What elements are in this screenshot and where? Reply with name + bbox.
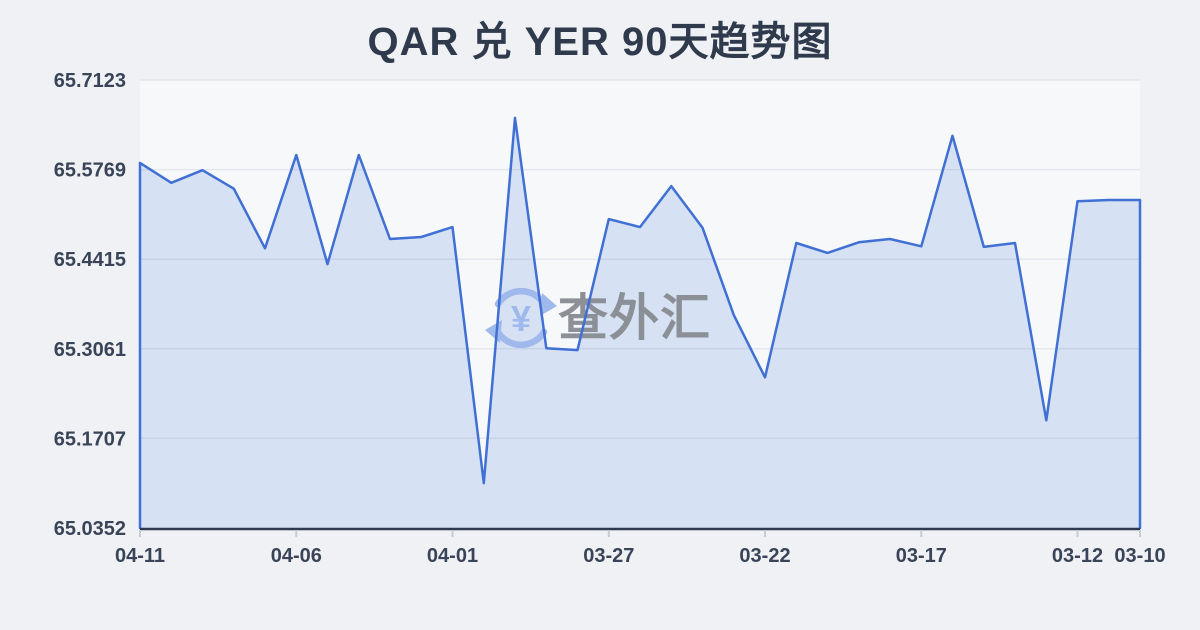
y-axis-label: 65.0352 xyxy=(54,518,126,540)
trend-line xyxy=(138,116,1142,530)
gridlines xyxy=(140,79,1140,440)
plot-background xyxy=(140,80,1140,529)
watermark-text: 查外汇 xyxy=(558,290,711,346)
yen-symbol: ¥ xyxy=(511,298,531,339)
y-axis-label: 65.1707 xyxy=(54,428,126,450)
x-axis-label: 03-22 xyxy=(739,545,790,567)
area-fill xyxy=(140,117,1140,529)
x-axis-label: 04-01 xyxy=(427,545,478,567)
y-axis-label: 65.3061 xyxy=(54,339,126,361)
watermark: ¥ 查外汇 xyxy=(485,287,711,349)
y-axis-label: 65.4415 xyxy=(54,249,126,271)
page-title: QAR 兑 YER 90天趋势图 xyxy=(367,20,833,64)
x-axis-label: 04-11 xyxy=(115,545,165,567)
y-axis-labels: 65.7123 65.5769 65.4415 65.3061 65.1707 65.03… xyxy=(54,70,126,540)
x-axis-label: 03-17 xyxy=(896,545,947,567)
x-axis-label: 03-27 xyxy=(583,545,634,567)
y-axis-label: 65.5769 xyxy=(54,160,126,182)
x-axis-label: 03-12 xyxy=(1052,545,1103,567)
x-axis-label: 04-06 xyxy=(271,545,322,567)
x-axis-ticks xyxy=(139,530,1141,537)
x-axis-labels: 04-11 04-06 04-01 03-27 03-22 03-17 03-12 03-10 xyxy=(115,545,1166,567)
x-axis-label: 03-10 xyxy=(1114,545,1165,567)
y-axis-label: 65.7123 xyxy=(54,70,126,92)
